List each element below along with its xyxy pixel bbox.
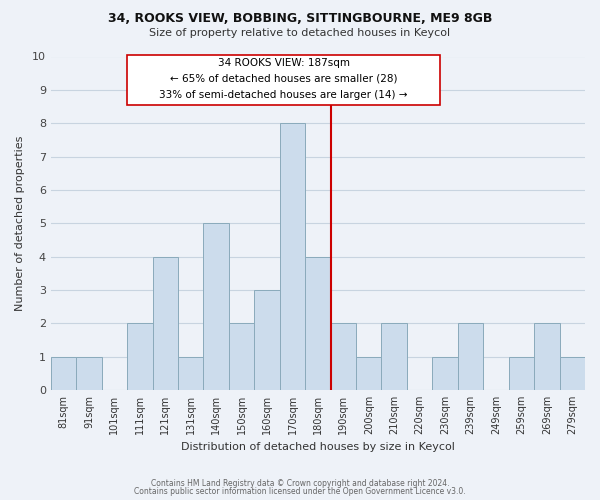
Y-axis label: Number of detached properties: Number of detached properties bbox=[15, 136, 25, 311]
Text: 34 ROOKS VIEW: 187sqm: 34 ROOKS VIEW: 187sqm bbox=[218, 58, 350, 68]
Bar bbox=[51, 356, 76, 390]
Bar bbox=[534, 323, 560, 390]
FancyBboxPatch shape bbox=[127, 55, 440, 105]
Bar bbox=[152, 256, 178, 390]
Text: Contains public sector information licensed under the Open Government Licence v3: Contains public sector information licen… bbox=[134, 487, 466, 496]
Bar bbox=[280, 123, 305, 390]
Text: 33% of semi-detached houses are larger (14) →: 33% of semi-detached houses are larger (… bbox=[160, 90, 408, 100]
Bar bbox=[127, 323, 152, 390]
X-axis label: Distribution of detached houses by size in Keycol: Distribution of detached houses by size … bbox=[181, 442, 455, 452]
Bar bbox=[305, 256, 331, 390]
Text: Size of property relative to detached houses in Keycol: Size of property relative to detached ho… bbox=[149, 28, 451, 38]
Bar bbox=[76, 356, 101, 390]
Bar bbox=[203, 223, 229, 390]
Text: 34, ROOKS VIEW, BOBBING, SITTINGBOURNE, ME9 8GB: 34, ROOKS VIEW, BOBBING, SITTINGBOURNE, … bbox=[108, 12, 492, 26]
Bar bbox=[254, 290, 280, 390]
Text: ← 65% of detached houses are smaller (28): ← 65% of detached houses are smaller (28… bbox=[170, 73, 397, 83]
Bar bbox=[382, 323, 407, 390]
Bar bbox=[178, 356, 203, 390]
Bar bbox=[356, 356, 382, 390]
Bar bbox=[433, 356, 458, 390]
Bar bbox=[331, 323, 356, 390]
Bar bbox=[229, 323, 254, 390]
Text: Contains HM Land Registry data © Crown copyright and database right 2024.: Contains HM Land Registry data © Crown c… bbox=[151, 478, 449, 488]
Bar bbox=[560, 356, 585, 390]
Bar bbox=[509, 356, 534, 390]
Bar bbox=[458, 323, 483, 390]
